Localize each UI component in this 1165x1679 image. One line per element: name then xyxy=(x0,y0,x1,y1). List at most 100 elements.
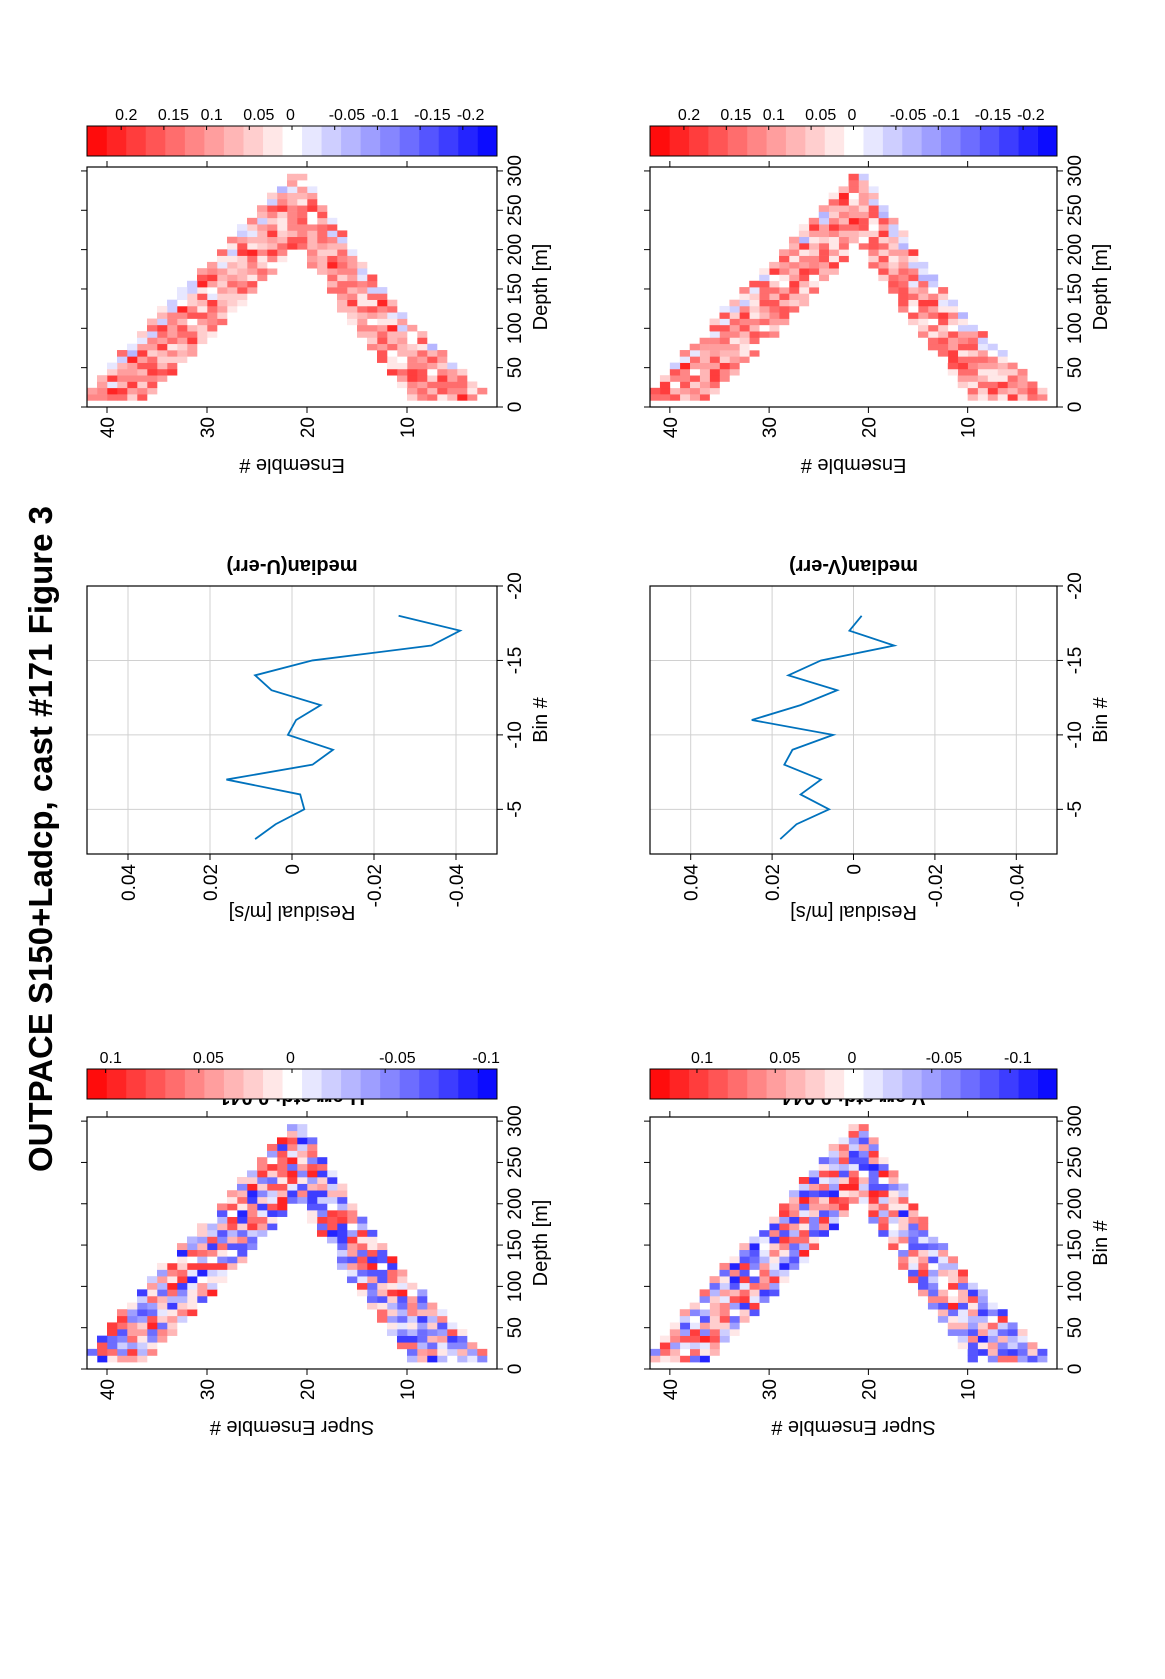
colorbar-segment xyxy=(184,1069,205,1099)
heatmap-cell xyxy=(709,318,720,326)
heatmap-cell xyxy=(377,1302,388,1310)
heatmap-cell xyxy=(297,217,308,225)
heatmap-cell xyxy=(669,1342,681,1350)
colorbar-segment xyxy=(165,1069,185,1099)
heatmap-cell xyxy=(287,1124,298,1132)
heatmap-cell xyxy=(977,381,988,389)
colorbar-segment xyxy=(727,1069,748,1099)
heatmap-cell xyxy=(387,1315,398,1323)
heatmap-cell xyxy=(467,387,478,395)
heatmap-cell xyxy=(177,1243,188,1251)
heatmap-cell xyxy=(848,192,859,200)
heatmap-cell xyxy=(828,217,839,225)
heatmap-cell xyxy=(117,368,128,376)
heatmap-cell xyxy=(397,356,408,363)
heatmap-cell xyxy=(858,1190,869,1198)
heatmap-cell xyxy=(699,1355,710,1363)
heatmap-cell xyxy=(217,1216,228,1224)
heatmap-cell xyxy=(197,1269,208,1277)
heatmap-cell xyxy=(427,1315,438,1323)
heatmap-cell xyxy=(217,1262,228,1270)
heatmap-cell xyxy=(908,312,919,319)
heatmap-cell xyxy=(417,381,428,389)
heatmap-cell xyxy=(297,230,308,238)
colorbar-v_oce: 0.2 0.15 0.1 0.05 0 -0.05 -0.1 -0.15 -0.2 xyxy=(649,107,1058,157)
heatmap-cell xyxy=(377,1249,388,1257)
heatmap-cell xyxy=(709,1322,720,1330)
heatmap-cell xyxy=(987,1302,998,1310)
heatmap-cell xyxy=(417,387,428,395)
y-tick-label: -20 xyxy=(1065,572,1086,599)
heatmap-cell xyxy=(957,1289,968,1297)
heatmap-cell xyxy=(997,368,1008,376)
x-tick-label: 40 xyxy=(98,417,119,438)
heatmap-cell xyxy=(207,1256,218,1264)
heatmap-cell xyxy=(798,1249,810,1257)
colorbar-tick-label: 0 xyxy=(286,1050,295,1067)
heatmap-cell xyxy=(689,394,700,401)
heatmap-cell xyxy=(868,1203,879,1211)
heatmap-cell xyxy=(709,1348,720,1356)
heatmap-cell xyxy=(808,1229,820,1237)
heatmap-cell xyxy=(427,1342,438,1350)
heatmap-v_oce xyxy=(650,173,1048,401)
heatmap-cell xyxy=(467,1342,478,1350)
heatmap-cell xyxy=(908,1236,919,1244)
heatmap-cell xyxy=(447,375,458,382)
heatmap-cell xyxy=(397,1335,408,1343)
heatmap-cell xyxy=(207,1236,218,1244)
heatmap-cell xyxy=(888,1177,899,1184)
heatmap-cell xyxy=(247,1223,258,1231)
heatmap-cell xyxy=(277,1157,288,1165)
heatmap-cell xyxy=(327,1170,338,1178)
heatmap-cell xyxy=(659,381,671,389)
heatmap-cell xyxy=(227,305,238,313)
heatmap-cell xyxy=(918,280,929,288)
heatmap-cell xyxy=(1017,1329,1028,1336)
heatmap-cell xyxy=(967,1295,978,1303)
heatmap-cell xyxy=(699,1348,710,1356)
heatmap-cell xyxy=(167,1269,178,1277)
heatmap-cell xyxy=(759,305,770,313)
heatmap-cell xyxy=(287,173,298,181)
heatmap-cell xyxy=(217,1276,228,1284)
heatmap-cell xyxy=(237,261,248,269)
heatmap-cell xyxy=(868,1183,879,1191)
y-tick-label: 250 xyxy=(1065,1147,1086,1179)
heatmap-cell xyxy=(878,217,889,225)
heatmap-cell xyxy=(898,293,909,300)
heatmap-cell xyxy=(967,1342,978,1350)
heatmap-cell xyxy=(779,1276,790,1284)
heatmap-cell xyxy=(197,1249,208,1257)
heatmap-cell xyxy=(347,1256,358,1264)
heatmap-cell xyxy=(967,375,978,382)
heatmap-cell xyxy=(987,350,998,357)
heatmap-cell xyxy=(908,293,919,300)
colorbar-tick-label: 0.05 xyxy=(243,107,274,124)
heatmap-cell xyxy=(918,287,929,294)
heatmap-cell xyxy=(417,337,428,345)
heatmap-cell xyxy=(137,1342,148,1350)
heatmap-cell xyxy=(407,337,418,345)
heatmap-cell xyxy=(237,293,248,300)
y-tick-label: 200 xyxy=(505,234,526,266)
heatmap-cell xyxy=(227,1216,238,1224)
heatmap-cell xyxy=(888,274,899,282)
heatmap-cell xyxy=(888,1236,899,1244)
heatmap-cell xyxy=(937,1262,949,1270)
heatmap-cell xyxy=(347,1229,358,1237)
heatmap-cell xyxy=(137,368,148,376)
heatmap-cell xyxy=(987,1348,998,1356)
heatmap-v_err xyxy=(650,1124,1048,1363)
heatmap-cell xyxy=(719,305,730,313)
heatmap-cell xyxy=(287,1196,298,1204)
heatmap-cell xyxy=(347,1236,358,1244)
heatmap-cell xyxy=(739,1249,750,1257)
heatmap-cell xyxy=(729,305,740,313)
heatmap-cell xyxy=(97,381,108,389)
heatmap-cell xyxy=(808,255,820,263)
heatmap-cell xyxy=(357,1216,368,1224)
heatmap-cell xyxy=(227,261,238,269)
colorbar-segment xyxy=(901,126,922,156)
heatmap-cell xyxy=(699,1342,710,1350)
